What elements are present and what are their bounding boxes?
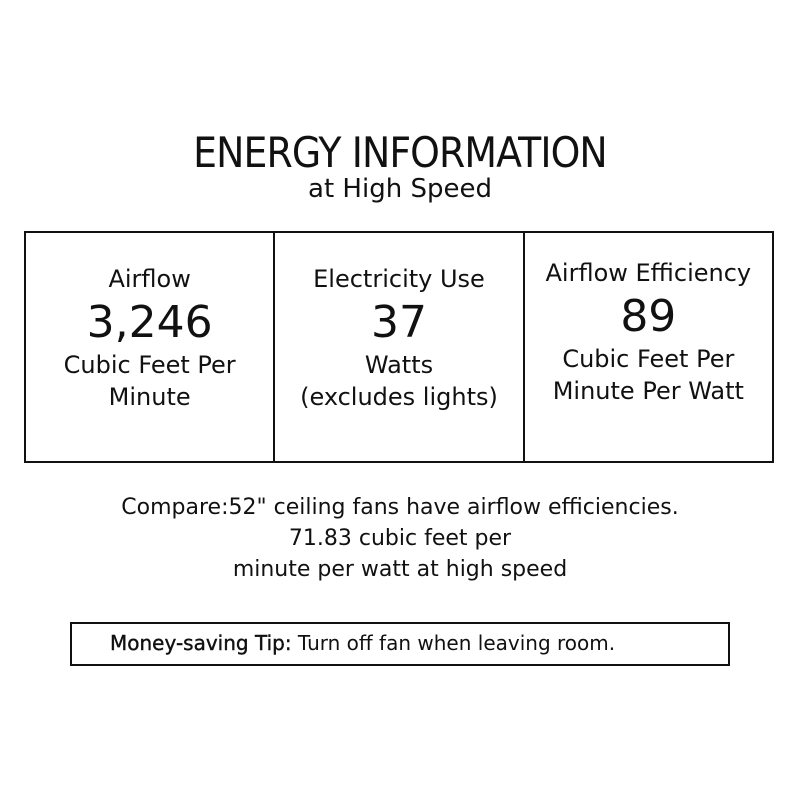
cell-unit: Watts (364, 351, 434, 379)
cell-label: Airflow Efficiency (545, 259, 752, 287)
cell-unit: Minute (108, 383, 191, 411)
tip-text: Turn off fan when leaving room. (297, 631, 616, 655)
cell-value: 89 (620, 291, 677, 342)
tip-label: Money-saving Tip: (110, 631, 292, 655)
cell-label: Airflow (108, 265, 191, 293)
electricity-cell: Electricity Use 37 Watts (excludes light… (275, 233, 525, 461)
cell-unit: Minute Per Watt (552, 377, 744, 405)
cell-unit: Cubic Feet Per (562, 345, 735, 373)
compare-line: 71.83 cubic feet per (288, 526, 512, 551)
subtitle: at High Speed (308, 174, 492, 204)
page-title: ENERGY INFORMATION (193, 128, 608, 177)
compare-line: minute per watt at high speed (232, 557, 568, 582)
money-saving-tip: Money-saving Tip: Turn off fan when leav… (70, 622, 730, 666)
cell-unit: Cubic Feet Per (63, 351, 236, 379)
cell-value: 3,246 (86, 297, 213, 348)
compare-line: Compare:52" ceiling fans have airflow ef… (121, 495, 679, 520)
airflow-cell: Airflow 3,246 Cubic Feet Per Minute (26, 233, 276, 461)
energy-table: Airflow 3,246 Cubic Feet Per Minute Elec… (24, 231, 774, 463)
cell-label: Electricity Use (313, 265, 485, 293)
compare-note: Compare:52" ceiling fans have airflow ef… (0, 492, 800, 585)
cell-unit: (excludes lights) (300, 383, 498, 411)
cell-value: 37 (370, 297, 427, 348)
efficiency-cell: Airflow Efficiency 89 Cubic Feet Per Min… (525, 233, 772, 461)
